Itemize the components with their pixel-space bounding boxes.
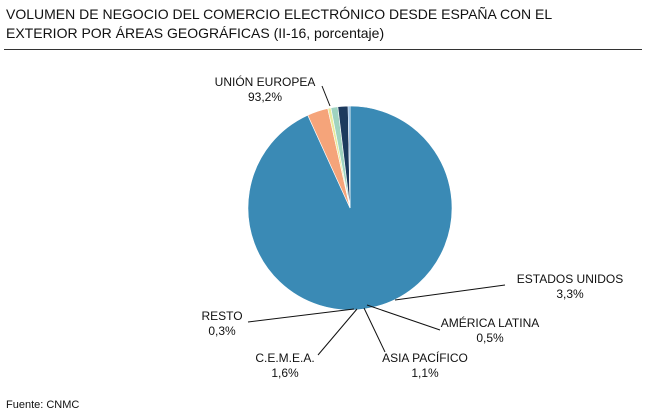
slice-value-america-latina: 0,5% xyxy=(476,331,504,345)
title-divider xyxy=(4,49,642,50)
source-note: Fuente: CNMC xyxy=(6,399,80,411)
chart-title-line-2: EXTERIOR POR ÁREAS GEOGRÁFICAS (II-16, p… xyxy=(6,25,385,41)
leader-line-america-latina xyxy=(366,304,441,331)
leader-line-estados-unidos xyxy=(394,284,506,301)
chart-title: VOLUMEN DE NEGOCIO DEL COMERCIO ELECTRÓN… xyxy=(6,5,636,43)
slice-value-resto: 0,3% xyxy=(208,324,236,338)
slice-value-c-e-m-e-a: 1,6% xyxy=(271,366,299,380)
slice-value-union-europea: 93,2% xyxy=(248,90,282,104)
slice-label-asia-pacifico: ASIA PACÍFICO xyxy=(382,350,468,365)
leader-line-c-e-m-e-a xyxy=(317,308,358,356)
slice-label-estados-unidos: ESTADOS UNIDOS xyxy=(517,272,623,286)
slice-label-c-e-m-e-a: C.E.M.E.A. xyxy=(255,351,314,365)
slice-value-estados-unidos: 3,3% xyxy=(556,287,584,301)
slice-label-union-europea: UNIÓN EUROPEA xyxy=(215,74,316,89)
slice-label-resto: RESTO xyxy=(201,309,242,323)
leader-line-union-europea xyxy=(321,85,331,107)
slice-value-asia-pacifico: 1,1% xyxy=(411,366,439,380)
slice-label-america-latina: AMÉRICA LATINA xyxy=(441,315,539,330)
leader-line-resto xyxy=(247,308,355,323)
chart-title-line-1: VOLUMEN DE NEGOCIO DEL COMERCIO ELECTRÓN… xyxy=(6,6,553,22)
pie-slice-resto xyxy=(347,105,351,209)
leader-line-asia-pacifico xyxy=(363,307,386,353)
